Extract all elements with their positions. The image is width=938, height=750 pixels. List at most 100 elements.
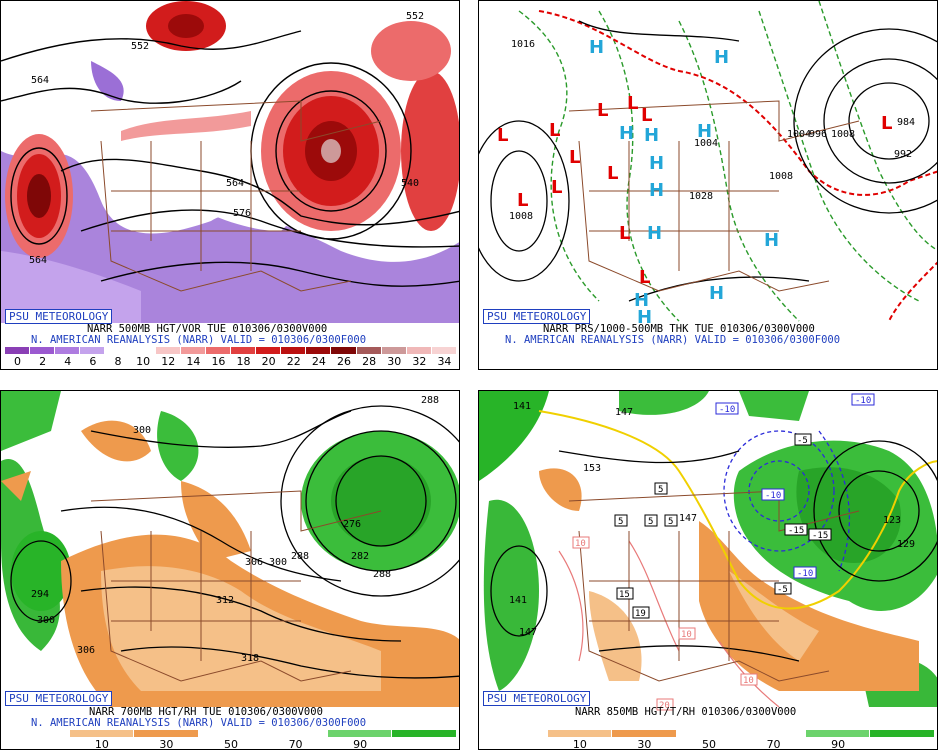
colorbar-tick-label: 4 <box>64 355 72 368</box>
colorbar-swatch <box>180 347 206 354</box>
colorbar-tick-label: 30 <box>387 355 402 368</box>
colorbar-tick-label: 32 <box>412 355 427 368</box>
colorbar-swatch <box>5 347 31 354</box>
low-pressure-symbol: L <box>517 190 528 211</box>
colorbar-tick-label: 2 <box>39 355 47 368</box>
colorbar-tick-label: 22 <box>286 355 301 368</box>
colorbar-swatch <box>356 347 382 354</box>
colorbar-tick-label: 26 <box>337 355 351 368</box>
vorticity-colorbar <box>5 347 457 354</box>
contour-label: 153 <box>583 463 601 474</box>
temperature-label: 15 <box>619 590 630 600</box>
colorbar-swatch <box>306 347 332 354</box>
high-pressure-symbol: H <box>649 153 664 174</box>
colorbar-tick-label: 30 <box>637 738 652 750</box>
temperature-label: 20 <box>659 701 670 711</box>
rh-colorbar-ticks: 10 30 50 70 90 <box>483 738 935 750</box>
caption-title: NARR 500MB HGT/VOR TUE 010306/0300V000 <box>87 323 328 335</box>
contour-label: 306 <box>77 645 95 656</box>
isobar-label: 1004 <box>787 129 811 140</box>
panel-pressure-thickness: H H H H H H H H H H H H L L L L L L L L … <box>478 0 938 370</box>
colorbar-swatch <box>105 347 131 354</box>
temperature-label: -15 <box>812 531 828 541</box>
contour-label: 147 <box>519 627 537 638</box>
temperature-label: -10 <box>797 569 813 579</box>
colorbar-swatch <box>805 730 871 737</box>
colorbar-tick-label: 50 <box>224 738 238 750</box>
colorbar-swatch <box>230 347 257 354</box>
colorbar-swatch <box>483 730 548 737</box>
rh-colorbar-ticks: 10 30 50 70 90 <box>5 738 457 750</box>
colorbar-swatch <box>134 730 199 737</box>
colorbar-swatch <box>406 347 432 354</box>
colorbar-tick-label: 90 <box>831 738 846 750</box>
colorbar-swatch <box>431 347 457 354</box>
temperature-label: 10 <box>743 676 754 686</box>
low-pressure-symbol: L <box>569 147 580 168</box>
contour-label: 123 <box>883 515 901 526</box>
colorbar-tick-label: 50 <box>702 738 716 750</box>
contour-label: 147 <box>615 407 633 418</box>
colorbar-swatch <box>327 730 393 737</box>
colorbar-swatch <box>5 730 70 737</box>
contour-label: 282 <box>351 551 369 562</box>
rh-colorbar <box>483 730 935 737</box>
low-pressure-symbol: L <box>881 113 892 134</box>
colorbar-swatch <box>676 730 742 737</box>
colorbar-tick-label: 24 <box>311 355 326 368</box>
colorbar-tick-label: 10 <box>136 355 151 368</box>
colorbar-swatch <box>55 347 81 354</box>
low-pressure-symbol: L <box>549 120 560 141</box>
contour-label: 564 <box>31 75 49 86</box>
colorbar-swatch <box>205 347 231 354</box>
colorbar-swatch <box>331 347 357 354</box>
high-pressure-symbol: H <box>589 37 604 58</box>
contour-label: 129 <box>897 539 915 550</box>
low-pressure-symbol: L <box>627 93 638 114</box>
temperature-label: -10 <box>855 396 871 406</box>
panel-700mb-hgt-rh: 300 294 300 306 312 318 306 300 288 276 … <box>0 390 460 750</box>
isobar-label: 1008 <box>831 129 855 140</box>
contour-label: 552 <box>131 41 149 52</box>
temperature-label: -10 <box>719 405 735 415</box>
contour-label: 300 <box>133 425 151 436</box>
colorbar-swatch <box>392 730 457 737</box>
colorbar-swatch <box>281 347 307 354</box>
temperature-label: 5 <box>618 517 623 527</box>
colorbar-swatch <box>256 347 282 354</box>
isobar-label: 1016 <box>511 39 535 50</box>
temperature-label: -5 <box>797 436 808 446</box>
rh-colorbar <box>5 730 457 737</box>
temperature-label: 19 <box>635 609 646 619</box>
colorbar-tick-label: 34 <box>437 355 452 368</box>
psu-meteorology-logo: PSU METEOROLOGY <box>483 309 591 324</box>
colorbar-tick-label: 30 <box>159 738 174 750</box>
colorbar-tick-label: 20 <box>261 355 276 368</box>
contour-label: 288 <box>373 569 391 580</box>
isobar-label: 1004 <box>694 138 718 149</box>
isobar-label: 984 <box>897 117 915 128</box>
temperature-label: 10 <box>681 630 692 640</box>
contour-label: 294 <box>31 589 49 600</box>
colorbar-swatch <box>381 347 407 354</box>
high-pressure-symbol: H <box>647 223 662 244</box>
colorbar-swatch <box>30 347 56 354</box>
high-pressure-symbol: H <box>619 123 634 144</box>
psu-meteorology-logo: PSU METEOROLOGY <box>5 691 113 706</box>
low-pressure-symbol: L <box>641 105 652 126</box>
psu-meteorology-logo: PSU METEOROLOGY <box>5 309 113 324</box>
caption-valid: N. AMERICAN REANALYSIS (NARR) VALID = 01… <box>31 717 367 729</box>
high-pressure-symbol: H <box>649 180 664 201</box>
caption-title: NARR 850MB HGT/T/RH 010306/0300V000 <box>575 706 797 718</box>
pressure-map: H H H H H H H H H H H H L L L L L L L L … <box>479 1 937 328</box>
high-pressure-symbol: H <box>644 125 659 146</box>
low-pressure-symbol: L <box>619 223 630 244</box>
high-pressure-symbol: H <box>764 230 779 251</box>
contour-label: 141 <box>509 595 527 606</box>
panel-850mb-hgt-t-rh: 141 147 153 141 147 129 123 147 -10 -10 … <box>478 390 938 750</box>
contour-label: 540 <box>401 178 419 189</box>
colorbar-swatch <box>80 347 106 354</box>
colorbar-tick-label: 10 <box>94 738 109 750</box>
high-pressure-symbol: H <box>714 47 729 68</box>
contour-label: 300 <box>269 557 287 568</box>
